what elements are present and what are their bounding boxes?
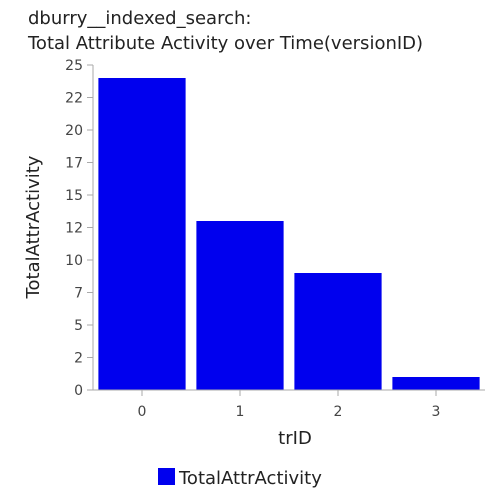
x-axis-ticks: 0 1 2 3: [138, 390, 441, 420]
y-tick-label: 22: [65, 91, 83, 107]
y-tick-label: 2: [74, 351, 83, 367]
chart-title: dburry__indexed_search:: [28, 8, 251, 29]
y-tick-label: 0: [74, 383, 83, 399]
x-tick-label: 2: [334, 404, 343, 420]
x-axis-label: trID: [278, 428, 312, 449]
y-tick-label: 10: [65, 253, 83, 269]
bar: [294, 273, 382, 390]
chart-subtitle: Total Attribute Activity over Time(versi…: [27, 33, 423, 54]
legend: TotalAttrActivity: [158, 468, 322, 489]
y-tick-label: 12: [65, 221, 83, 237]
x-tick-label: 0: [138, 404, 147, 420]
legend-swatch: [158, 468, 175, 485]
y-tick-label: 25: [65, 58, 83, 74]
y-tick-label: 17: [65, 156, 83, 172]
legend-label: TotalAttrActivity: [178, 468, 322, 489]
y-tick-label: 5: [74, 318, 83, 334]
bar: [98, 78, 186, 390]
bar: [392, 377, 480, 390]
y-tick-label: 20: [65, 123, 83, 139]
y-axis-label: TotalAttrActivity: [23, 155, 44, 299]
bars: [98, 78, 480, 390]
bar: [196, 221, 284, 390]
x-tick-label: 3: [432, 404, 441, 420]
x-tick-label: 1: [236, 404, 245, 420]
y-tick-label: 7: [74, 286, 83, 302]
y-tick-label: 15: [65, 188, 83, 204]
